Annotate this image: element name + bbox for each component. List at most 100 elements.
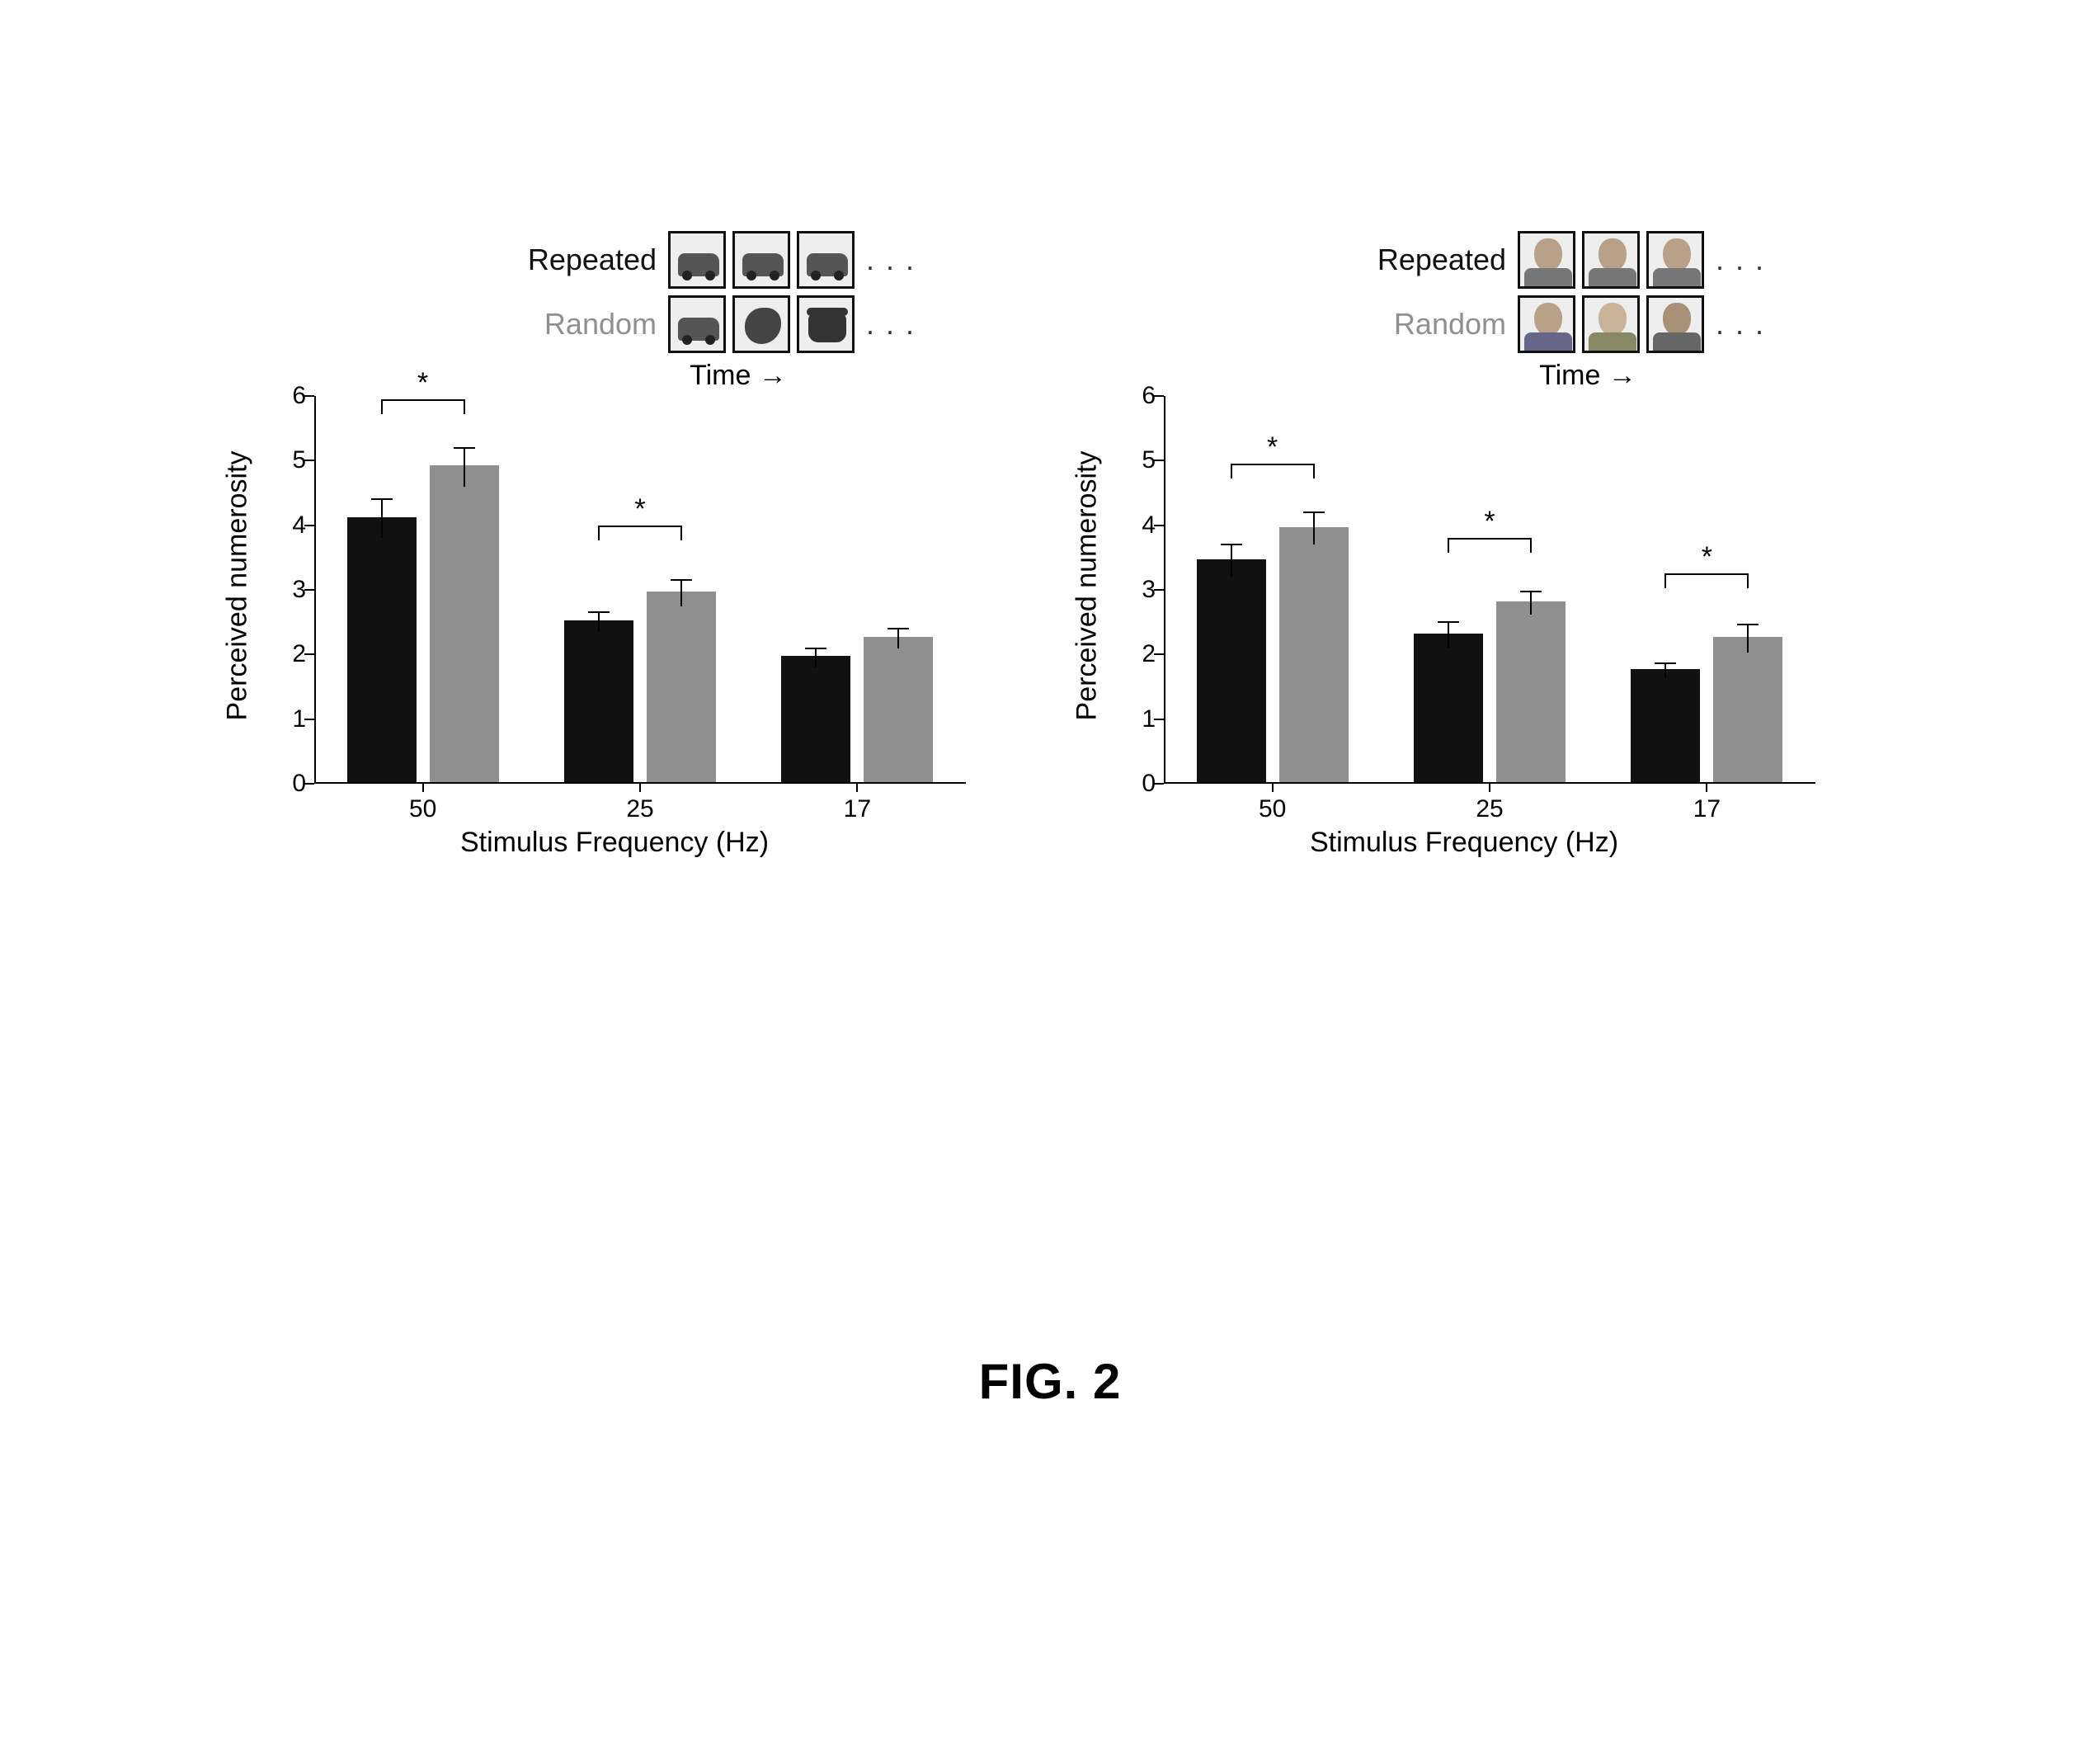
y-tick-label: 6 (1090, 382, 1156, 410)
y-tick-label: 5 (1090, 446, 1156, 474)
legend-label-random: Random (1357, 307, 1518, 342)
significance-marker: * (1702, 541, 1712, 573)
face-icon (1589, 299, 1636, 352)
y-axis-line (314, 396, 316, 784)
stim-sequence-random: . . . (668, 295, 916, 353)
x-tick-label: 25 (1476, 795, 1503, 823)
legend-row-repeated: Repeated . . . (507, 231, 969, 289)
significance-marker: * (1484, 506, 1495, 538)
panel-a-plot: 0123456502517** (314, 396, 966, 784)
sig-bracket (1448, 538, 1531, 540)
sig-bracket (1530, 538, 1532, 553)
face-icon (1653, 235, 1701, 288)
stim-thumb (797, 295, 855, 353)
bar-repeated (1197, 559, 1266, 782)
x-tick-label: 25 (626, 795, 653, 823)
face-icon (1589, 235, 1636, 288)
error-bar (1530, 592, 1532, 615)
panels-row: Repeated . . . Random . . . (235, 231, 1868, 858)
error-bar (815, 648, 817, 668)
significance-marker: * (634, 493, 645, 526)
sig-bracket (381, 399, 383, 414)
sig-bracket (382, 399, 464, 401)
bar-random (1496, 601, 1566, 782)
ellipsis-icon: . . . (1716, 307, 1765, 342)
error-bar (897, 629, 899, 648)
x-tick (1489, 782, 1490, 792)
car-icon (742, 253, 784, 276)
significance-marker: * (1267, 431, 1278, 464)
significance-marker: * (417, 367, 428, 399)
x-tick (422, 782, 424, 792)
ellipsis-icon: . . . (1716, 243, 1765, 277)
stim-sequence-repeated: . . . (668, 231, 916, 289)
error-cap (454, 447, 475, 449)
legend-label-repeated: Repeated (1357, 243, 1518, 277)
y-axis-line (1164, 396, 1165, 784)
x-tick-label: 50 (1259, 795, 1286, 823)
sig-bracket (1231, 464, 1314, 465)
bar-random (430, 465, 499, 782)
error-bar (1313, 512, 1315, 544)
error-cap (888, 628, 909, 629)
error-cap (1438, 621, 1459, 623)
y-tick-label: 4 (1090, 511, 1156, 540)
x-tick-label: 17 (1693, 795, 1721, 823)
error-cap (588, 611, 610, 613)
stim-thumb (668, 231, 726, 289)
error-bar (1231, 544, 1232, 577)
legend-label-repeated: Repeated (507, 243, 668, 277)
error-cap (1737, 624, 1759, 625)
y-tick-label: 2 (240, 640, 306, 668)
x-axis-label: Stimulus Frequency (Hz) (1310, 827, 1618, 859)
stim-thumb (1646, 295, 1704, 353)
y-tick-label: 3 (240, 576, 306, 604)
x-tick (1272, 782, 1274, 792)
stim-thumb (732, 231, 790, 289)
sig-bracket (598, 526, 600, 540)
panel-b: Repeated . . . Random . . . (1085, 231, 1843, 858)
bar-random (1279, 527, 1349, 782)
blob-icon (745, 308, 781, 344)
error-cap (1303, 511, 1325, 513)
car-icon (678, 253, 719, 276)
panel-b-plot: 0123456502517*** (1164, 396, 1815, 784)
error-bar (1448, 622, 1449, 648)
stim-thumb (1518, 295, 1575, 353)
error-bar (381, 499, 383, 538)
sig-bracket (599, 526, 681, 527)
legend-row-repeated: Repeated . . . (1357, 231, 1819, 289)
ellipsis-icon: . . . (866, 307, 916, 342)
y-tick-label: 0 (240, 770, 306, 798)
error-bar (464, 448, 465, 487)
error-cap (371, 498, 393, 500)
sig-bracket (1313, 464, 1315, 478)
panel-b-legend: Repeated . . . Random . . . (1357, 231, 1819, 392)
bar-repeated (1414, 634, 1483, 782)
error-cap (1655, 662, 1676, 664)
car-icon (678, 318, 719, 341)
bar-random (1713, 637, 1782, 782)
sig-bracket (1665, 573, 1748, 575)
error-bar (1747, 625, 1749, 653)
stim-thumb (797, 231, 855, 289)
y-tick-label: 1 (240, 705, 306, 733)
bar-repeated (781, 656, 850, 782)
stim-thumb (1518, 231, 1575, 289)
y-tick-label: 0 (1090, 770, 1156, 798)
error-cap (805, 648, 826, 649)
bar-repeated (1631, 669, 1700, 782)
x-tick-label: 17 (844, 795, 871, 823)
face-icon (1524, 235, 1572, 288)
panel-b-chart: Perceived numerosity 0123456502517*** St… (1085, 396, 1843, 858)
y-tick-label: 3 (1090, 576, 1156, 604)
bar-random (647, 592, 716, 782)
bar-repeated (347, 517, 417, 782)
sig-bracket (1448, 538, 1449, 553)
car-icon (807, 253, 848, 276)
bar-repeated (564, 620, 633, 782)
time-arrow-label: Time → (507, 360, 969, 392)
sig-bracket (1747, 573, 1749, 588)
sig-bracket (680, 526, 682, 540)
time-arrow-label: Time → (1357, 360, 1819, 392)
